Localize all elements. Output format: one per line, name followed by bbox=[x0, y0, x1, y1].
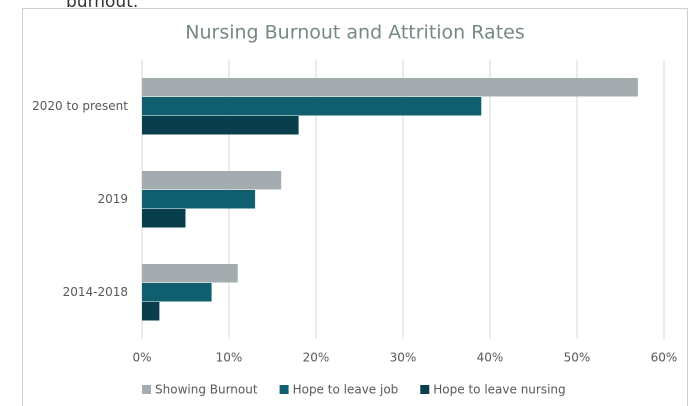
legend-swatch bbox=[420, 385, 430, 394]
bar bbox=[142, 302, 160, 321]
page-fragment: burnout. bbox=[66, 0, 138, 12]
bar bbox=[142, 190, 256, 209]
y-tick-label: 2014-2018 bbox=[63, 285, 128, 299]
chart-border bbox=[22, 8, 688, 406]
legend-swatch bbox=[142, 385, 151, 394]
y-tick-label: 2020 to present bbox=[32, 99, 128, 113]
chart-title: Nursing Burnout and Attrition Rates bbox=[185, 22, 524, 44]
x-tick-label: 20% bbox=[303, 351, 330, 365]
x-tick-label: 10% bbox=[216, 351, 243, 365]
bar bbox=[142, 283, 212, 302]
x-tick-label: 0% bbox=[132, 351, 151, 365]
legend-label: Hope to leave nursing bbox=[433, 383, 565, 397]
bar bbox=[142, 116, 299, 135]
x-tick-label: 50% bbox=[564, 351, 591, 365]
legend-label: Hope to leave job bbox=[293, 383, 399, 397]
bar bbox=[142, 209, 186, 228]
bar bbox=[142, 171, 282, 190]
legend-label: Showing Burnout bbox=[155, 383, 258, 397]
x-tick-label: 60% bbox=[651, 351, 678, 365]
x-tick-label: 30% bbox=[390, 351, 417, 365]
x-tick-label: 40% bbox=[477, 351, 504, 365]
bar bbox=[142, 97, 482, 116]
y-tick-label: 2019 bbox=[97, 192, 128, 206]
legend-swatch bbox=[279, 385, 289, 394]
bar bbox=[142, 78, 638, 97]
bar bbox=[142, 264, 238, 283]
